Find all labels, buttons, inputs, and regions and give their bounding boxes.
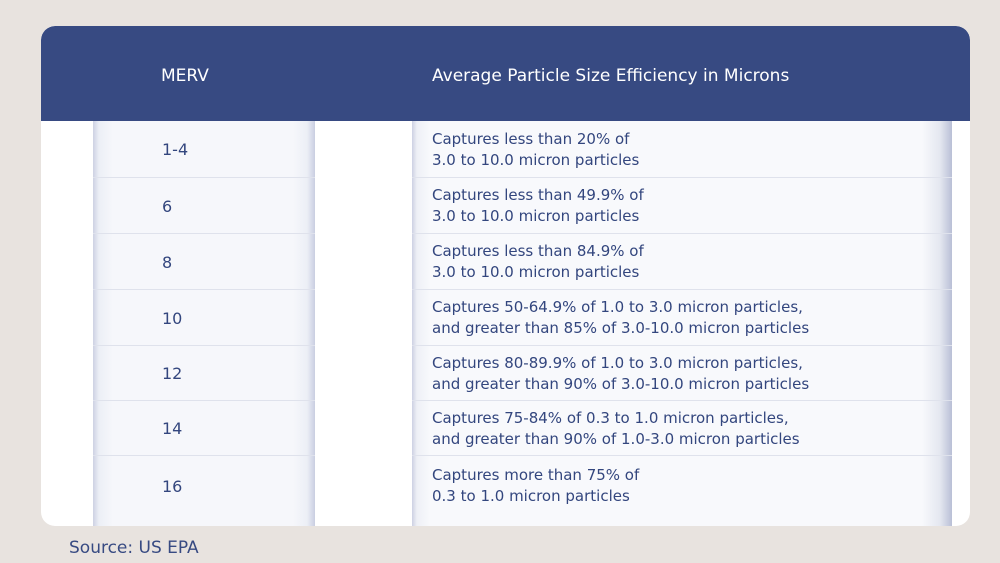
table-row: 10 Captures 50-64.9% of 1.0 to 3.0 micro… [41, 290, 970, 346]
efficiency-description: Captures more than 75% of 0.3 to 1.0 mic… [432, 456, 947, 516]
efficiency-line-1: Captures 50-64.9% of 1.0 to 3.0 micron p… [432, 298, 803, 316]
row-divider [412, 177, 952, 178]
efficiency-line-2: and greater than 90% of 1.0-3.0 micron p… [432, 429, 800, 448]
merv-column-background [93, 121, 315, 526]
efficiency-line-2: and greater than 85% of 3.0-10.0 micron … [432, 319, 810, 337]
efficiency-line-2: 3.0 to 10.0 micron particles [432, 263, 640, 281]
row-divider [93, 455, 315, 456]
efficiency-description: Captures less than 20% of 3.0 to 10.0 mi… [432, 121, 947, 178]
efficiency-line-2: 0.3 to 1.0 micron particles [432, 487, 630, 505]
efficiency-line-1: Captures less than 49.9% of [432, 186, 644, 204]
row-divider [93, 177, 315, 178]
merv-rating: 1-4 [162, 140, 189, 159]
table-row: 14 Captures 75-84% of 0.3 to 1.0 micron … [41, 401, 970, 456]
efficiency-line-1: Captures 75-84% of 0.3 to 1.0 micron par… [432, 408, 789, 427]
efficiency-description: Captures 75-84% of 0.3 to 1.0 micron par… [432, 401, 947, 456]
table-body: 1-4 Captures less than 20% of 3.0 to 10.… [41, 121, 970, 516]
efficiency-line-2: and greater than 90% of 3.0-10.0 micron … [432, 374, 810, 393]
merv-rating: 10 [162, 308, 183, 328]
efficiency-description: Captures 80-89.9% of 1.0 to 3.0 micron p… [432, 346, 947, 401]
efficiency-line-2: 3.0 to 10.0 micron particles [432, 150, 640, 169]
table-row: 16 Captures more than 75% of 0.3 to 1.0 … [41, 456, 970, 516]
efficiency-line-2: 3.0 to 10.0 micron particles [432, 207, 640, 225]
efficiency-column-background [412, 121, 952, 526]
merv-rating: 12 [162, 364, 183, 383]
row-divider [93, 345, 315, 346]
merv-rating: 6 [162, 196, 173, 216]
source-citation: Source: US EPA [69, 538, 199, 558]
table-row: 1-4 Captures less than 20% of 3.0 to 10.… [41, 121, 970, 178]
header-merv: MERV [161, 66, 209, 86]
row-divider [93, 233, 315, 234]
efficiency-line-1: Captures 80-89.9% of 1.0 to 3.0 micron p… [432, 353, 803, 372]
efficiency-line-1: Captures less than 84.9% of [432, 242, 644, 260]
merv-rating: 16 [162, 476, 183, 496]
row-divider [412, 289, 952, 290]
row-divider [93, 400, 315, 401]
efficiency-line-1: Captures less than 20% of [432, 129, 630, 148]
row-divider [412, 455, 952, 456]
row-divider [412, 400, 952, 401]
table-header: MERV Average Particle Size Efficiency in… [41, 26, 970, 121]
table-row: 8 Captures less than 84.9% of 3.0 to 10.… [41, 234, 970, 290]
efficiency-description: Captures less than 49.9% of 3.0 to 10.0 … [432, 178, 947, 234]
efficiency-line-1: Captures more than 75% of [432, 466, 640, 484]
efficiency-description: Captures 50-64.9% of 1.0 to 3.0 micron p… [432, 290, 947, 346]
merv-rating: 14 [162, 419, 183, 438]
header-efficiency: Average Particle Size Efficiency in Micr… [432, 66, 790, 86]
merv-rating: 8 [162, 252, 173, 272]
efficiency-description: Captures less than 84.9% of 3.0 to 10.0 … [432, 234, 947, 290]
table-row: 12 Captures 80-89.9% of 1.0 to 3.0 micro… [41, 346, 970, 401]
row-divider [412, 345, 952, 346]
merv-table: MERV Average Particle Size Efficiency in… [41, 26, 970, 526]
row-divider [93, 289, 315, 290]
row-divider [412, 233, 952, 234]
table-row: 6 Captures less than 49.9% of 3.0 to 10.… [41, 178, 970, 234]
